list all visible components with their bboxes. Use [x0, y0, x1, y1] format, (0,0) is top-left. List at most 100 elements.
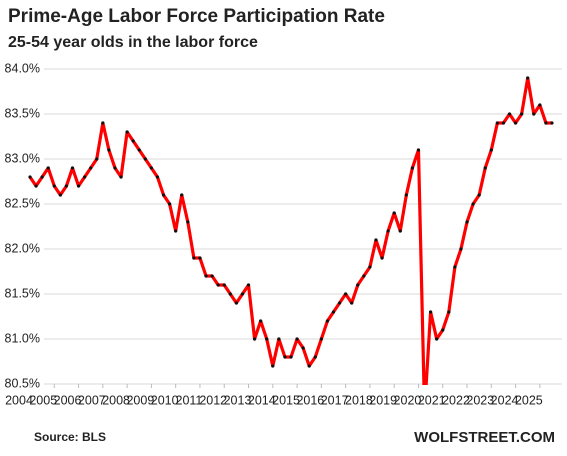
point: [344, 292, 348, 296]
point: [174, 229, 178, 233]
point: [143, 157, 147, 161]
point: [289, 355, 293, 359]
y-tick-label: 81.0%: [5, 331, 40, 345]
point: [149, 166, 153, 170]
point: [234, 301, 238, 305]
point: [125, 130, 129, 134]
point: [550, 121, 554, 125]
point: [180, 193, 184, 197]
point: [89, 166, 93, 170]
point: [331, 310, 336, 314]
point: [441, 328, 445, 332]
x-tick-label: 2015: [272, 393, 300, 407]
x-tick-label: 2006: [54, 393, 82, 407]
x-tick-label: 2022: [442, 393, 470, 407]
point: [46, 166, 50, 170]
labels: 80.5% 81.0% 81.5% 82.0% 82.5% 83.0% 83.5% 84.0%…: [5, 61, 543, 407]
point: [64, 184, 69, 188]
x-tick-label: 2025: [515, 393, 543, 407]
point: [465, 220, 469, 224]
chart-subtitle: 25-54 year olds in the labor force: [8, 34, 258, 51]
point: [544, 121, 548, 125]
point: [295, 337, 299, 341]
point: [392, 211, 396, 215]
point: [313, 355, 317, 359]
point: [240, 292, 245, 296]
point: [131, 139, 135, 143]
y-tick-label: 84.0%: [5, 61, 40, 75]
point: [246, 283, 251, 287]
chart-title: Prime-Age Labor Force Participation Rate: [8, 6, 385, 27]
point: [107, 148, 111, 152]
x-tick-label: 2018: [345, 393, 373, 407]
point: [380, 256, 384, 260]
point: [34, 184, 38, 188]
point: [435, 337, 439, 341]
point: [368, 265, 372, 269]
point: [113, 166, 117, 170]
x-tick-label: 2010: [151, 393, 179, 407]
x-tick-label: 2004: [5, 393, 33, 407]
point: [204, 274, 208, 278]
point: [513, 121, 518, 125]
point: [483, 166, 487, 170]
point: [52, 184, 56, 188]
point: [95, 157, 99, 161]
point: [210, 274, 214, 278]
point: [259, 319, 263, 323]
x-tick-label: 2009: [126, 393, 154, 407]
y-tick-label: 81.5%: [5, 286, 40, 300]
x-tick-label: 2017: [321, 393, 349, 407]
point: [526, 76, 530, 80]
point: [459, 247, 463, 251]
x-tick-label: 2008: [102, 393, 130, 407]
point: [495, 121, 499, 125]
point: [507, 112, 512, 116]
point: [429, 310, 433, 314]
source: Source: BLS: [34, 430, 106, 444]
point: [216, 283, 220, 287]
point: [186, 220, 190, 224]
point: [386, 229, 390, 233]
point: [283, 355, 287, 359]
point: [404, 193, 408, 197]
series-line: [28, 76, 552, 385]
point: [222, 283, 226, 287]
point: [76, 184, 81, 188]
point: [168, 202, 172, 206]
point: [423, 409, 426, 412]
x-tick-label: 2011: [176, 393, 203, 407]
x-tick-label: 2024: [491, 393, 519, 407]
point: [520, 112, 524, 116]
point: [538, 103, 542, 107]
point: [532, 112, 536, 116]
point: [155, 175, 160, 179]
point: [83, 175, 87, 179]
x-tick-label: 2020: [394, 393, 422, 407]
point: [277, 337, 281, 341]
point: [252, 337, 257, 341]
point: [192, 256, 196, 260]
point: [307, 364, 311, 368]
plot: [28, 76, 554, 412]
point: [398, 229, 402, 233]
point: [374, 238, 378, 242]
point: [356, 283, 360, 287]
point: [70, 166, 75, 170]
y-tick-label: 82.0%: [5, 241, 40, 255]
point: [489, 148, 493, 152]
point: [271, 364, 275, 368]
x-tick-label: 2014: [248, 393, 276, 407]
grid: [29, 68, 562, 388]
point: [101, 121, 105, 125]
point: [137, 148, 141, 152]
point: [301, 346, 305, 350]
point: [337, 301, 342, 305]
point: [265, 337, 269, 341]
y-tick-label: 82.5%: [5, 196, 40, 210]
x-tick-label: 2007: [78, 393, 106, 407]
point: [477, 193, 481, 197]
point: [362, 274, 366, 278]
point: [471, 202, 475, 206]
